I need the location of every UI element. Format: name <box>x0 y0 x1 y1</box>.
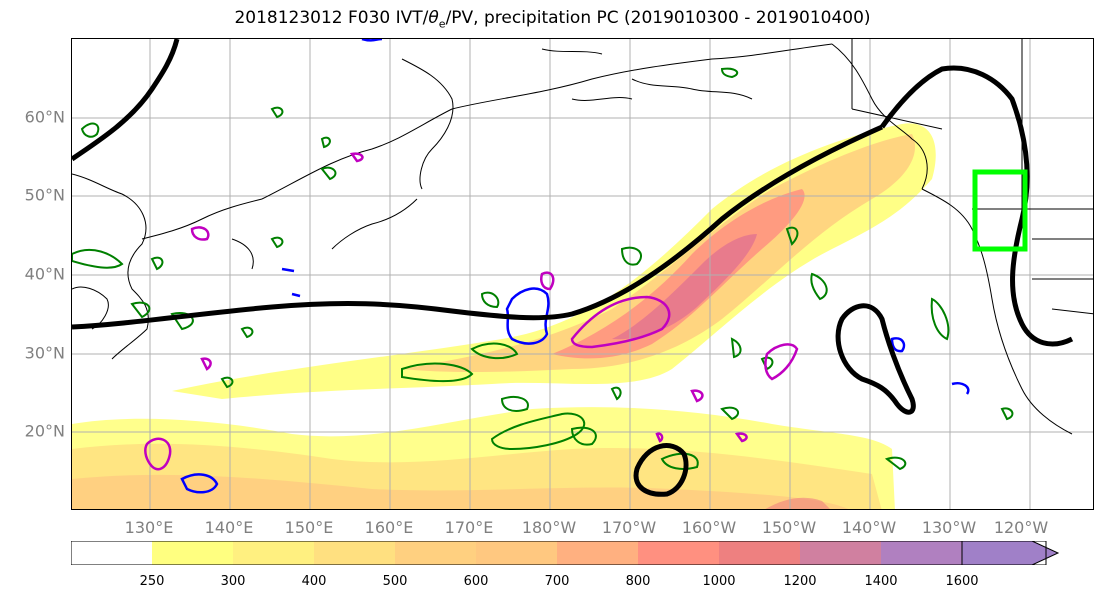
lat-label-60n: 60°N <box>24 107 65 127</box>
lon-label-140w: 140°W <box>841 518 897 537</box>
colorbar-tick-400: 400 <box>301 574 327 589</box>
figure-title: 2018123012 F030 IVT/θe/PV, precipitation… <box>234 8 871 31</box>
colorbar <box>71 541 1060 565</box>
colorbar-tick-1400: 1400 <box>864 574 898 589</box>
colorbar-segment <box>638 541 719 565</box>
map-canvas <box>72 39 1093 509</box>
colorbar-tick-1000: 1000 <box>702 574 736 589</box>
colorbar-tick-1600: 1600 <box>945 574 979 589</box>
colorbar-segment <box>962 541 1058 565</box>
lon-label-130e: 130°E <box>124 518 174 537</box>
lon-label-150e: 150°E <box>284 518 334 537</box>
lat-label-40n: 40°N <box>24 264 65 284</box>
colorbar-tick-700: 700 <box>544 574 570 589</box>
lon-label-180w: 180°W <box>521 518 577 537</box>
colorbar-segment <box>152 541 233 565</box>
precip-pc-contours <box>72 67 1014 471</box>
lon-label-130w: 130°W <box>921 518 977 537</box>
theta-e-contours <box>144 152 799 471</box>
ivt-tropical-band <box>72 407 895 509</box>
colorbar-segment <box>71 541 152 565</box>
colorbar-segment <box>719 541 800 565</box>
lat-label-30n: 30°N <box>24 343 65 363</box>
colorbar-tick-500: 500 <box>382 574 408 589</box>
lon-label-170w: 170°W <box>601 518 657 537</box>
target-box <box>972 169 1028 252</box>
colorbar-segment <box>557 541 638 565</box>
lon-label-150w: 150°W <box>761 518 817 537</box>
lon-label-170e: 170°E <box>444 518 494 537</box>
map-panel <box>71 38 1094 510</box>
lon-label-160w: 160°W <box>681 518 737 537</box>
coastlines <box>72 39 1093 435</box>
lon-label-140e: 140°E <box>204 518 254 537</box>
colorbar-segments <box>71 541 1060 565</box>
jet-contours <box>72 39 1074 497</box>
colorbar-tick-300: 300 <box>220 574 246 589</box>
lon-label-120w: 120°W <box>993 518 1049 537</box>
lon-label-160e: 160°E <box>364 518 414 537</box>
colorbar-segment <box>881 541 962 565</box>
colorbar-tick-600: 600 <box>463 574 489 589</box>
colorbar-segment <box>800 541 881 565</box>
lat-label-50n: 50°N <box>24 185 65 205</box>
colorbar-segment <box>314 541 395 565</box>
colorbar-extend-arrow <box>961 541 1060 565</box>
colorbar-tick-250: 250 <box>139 574 165 589</box>
lat-label-20n: 20°N <box>24 421 65 441</box>
colorbar-segment <box>476 541 557 565</box>
pv-contours <box>180 39 970 494</box>
ivt-river-plume <box>172 123 936 399</box>
colorbar-segment <box>233 541 314 565</box>
colorbar-segment <box>395 541 476 565</box>
colorbar-tick-1200: 1200 <box>783 574 817 589</box>
graticule <box>72 39 1093 509</box>
colorbar-tick-800: 800 <box>625 574 651 589</box>
